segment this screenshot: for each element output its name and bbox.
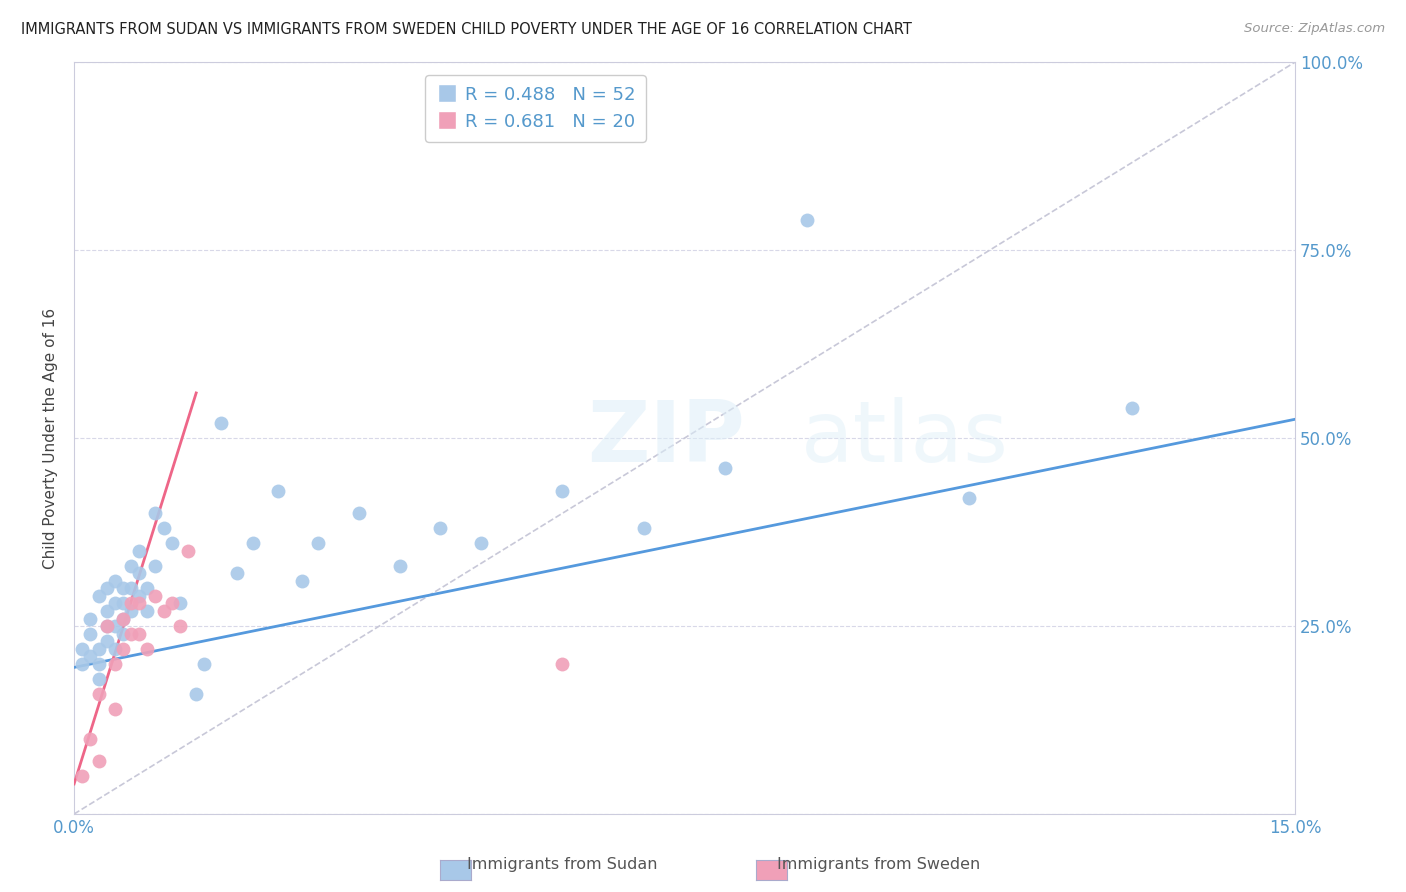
Point [169, 597, 191, 611]
Point [186, 687, 208, 701]
Point [120, 558, 142, 573]
Point [96, 619, 118, 633]
Point [209, 416, 232, 430]
Point [388, 558, 411, 573]
Text: ZIP: ZIP [586, 397, 745, 480]
Point [128, 597, 150, 611]
Point [136, 604, 159, 618]
Point [87, 755, 110, 769]
Point [347, 506, 370, 520]
Point [152, 604, 174, 618]
Point [291, 574, 314, 588]
Point [160, 597, 183, 611]
Point [633, 521, 655, 535]
Point [470, 536, 492, 550]
Point [120, 626, 142, 640]
Point [193, 657, 215, 671]
Point [128, 544, 150, 558]
Point [104, 574, 127, 588]
Point [796, 213, 818, 227]
Point [111, 582, 134, 596]
Point [169, 619, 191, 633]
Point [87, 589, 110, 603]
Text: Immigrants from Sweden: Immigrants from Sweden [778, 857, 980, 872]
Point [104, 657, 127, 671]
Point [959, 491, 981, 506]
Point [87, 687, 110, 701]
Point [96, 634, 118, 648]
Point [111, 611, 134, 625]
Point [145, 558, 167, 573]
Point [145, 589, 167, 603]
Point [70, 641, 93, 656]
Point [111, 641, 134, 656]
Point [160, 536, 183, 550]
Point [111, 611, 134, 625]
Text: IMMIGRANTS FROM SUDAN VS IMMIGRANTS FROM SWEDEN CHILD POVERTY UNDER THE AGE OF 1: IMMIGRANTS FROM SUDAN VS IMMIGRANTS FROM… [21, 22, 912, 37]
Point [551, 483, 574, 498]
Point [79, 731, 101, 746]
Point [242, 536, 264, 550]
Point [79, 649, 101, 664]
Point [128, 626, 150, 640]
Point [70, 657, 93, 671]
Point [96, 582, 118, 596]
Point [145, 506, 167, 520]
Point [96, 604, 118, 618]
Point [136, 582, 159, 596]
Point [128, 566, 150, 581]
Text: Immigrants from Sudan: Immigrants from Sudan [467, 857, 658, 872]
Point [79, 626, 101, 640]
Point [266, 483, 288, 498]
Point [120, 604, 142, 618]
Point [87, 672, 110, 686]
Point [120, 597, 142, 611]
Point [152, 521, 174, 535]
Text: atlas: atlas [800, 397, 1008, 480]
Text: Source: ZipAtlas.com: Source: ZipAtlas.com [1244, 22, 1385, 36]
Point [104, 641, 127, 656]
Point [225, 566, 247, 581]
Point [177, 544, 200, 558]
Point [714, 461, 737, 475]
Point [551, 657, 574, 671]
Point [136, 641, 159, 656]
Legend: R = 0.488   N = 52, R = 0.681   N = 20: R = 0.488 N = 52, R = 0.681 N = 20 [425, 75, 645, 142]
Point [128, 589, 150, 603]
Point [87, 641, 110, 656]
Point [429, 521, 451, 535]
Point [111, 597, 134, 611]
Point [104, 597, 127, 611]
Point [104, 702, 127, 716]
Y-axis label: Child Poverty Under the Age of 16: Child Poverty Under the Age of 16 [44, 308, 58, 568]
Point [307, 536, 329, 550]
Point [87, 657, 110, 671]
Point [104, 619, 127, 633]
Point [111, 626, 134, 640]
Point [96, 619, 118, 633]
Point [79, 611, 101, 625]
Point [1121, 401, 1143, 415]
Point [120, 582, 142, 596]
Point [70, 769, 93, 783]
